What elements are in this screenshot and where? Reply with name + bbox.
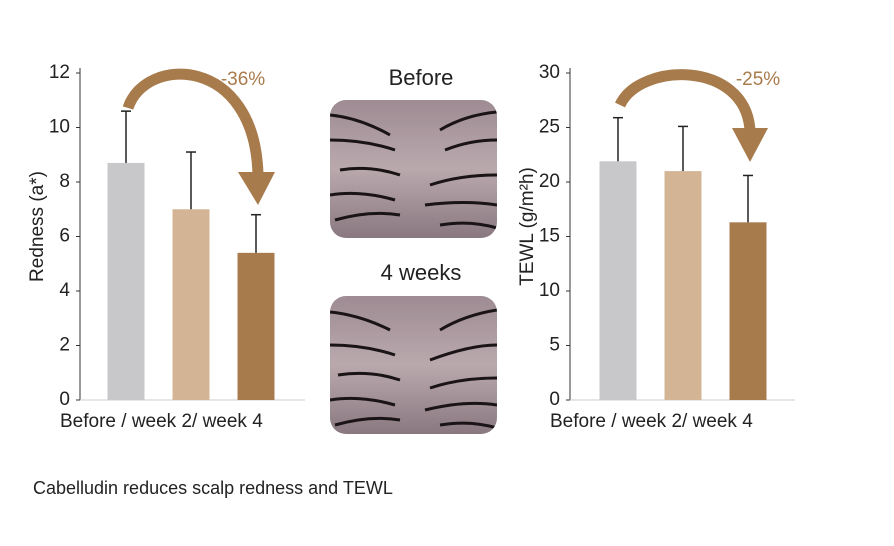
bar <box>107 162 145 400</box>
bar <box>172 209 210 400</box>
y-tick-label: 5 <box>549 335 560 356</box>
y-tick-label: 30 <box>539 62 560 83</box>
annotation: -25% <box>736 69 780 90</box>
y-tick-label: 6 <box>59 226 70 247</box>
bar <box>729 222 767 400</box>
arrow-head <box>732 128 768 162</box>
y-axis-label: TEWL (g/m²h) <box>517 167 538 286</box>
y-tick-label: 0 <box>59 389 70 410</box>
photo-label: Before <box>389 65 454 90</box>
x-axis-label: Before / week 2/ week 4 <box>60 411 263 432</box>
y-tick-label: 15 <box>539 226 560 247</box>
y-tick-label: 4 <box>59 280 70 301</box>
y-tick-label: 25 <box>539 117 560 138</box>
y-tick-label: 10 <box>539 280 560 301</box>
y-tick-label: 2 <box>59 335 70 356</box>
arrow <box>615 69 756 131</box>
y-tick-label: 8 <box>59 171 70 192</box>
y-tick-label: 12 <box>49 62 70 83</box>
photo-label: 4 weeks <box>381 260 462 285</box>
photo-before <box>330 100 497 238</box>
caption: Cabelludin reduces scalp redness and TEW… <box>33 478 393 498</box>
y-axis-label: Redness (a*) <box>27 171 48 282</box>
x-axis-label: Before / week 2/ week 4 <box>550 411 753 432</box>
annotation: -36% <box>221 69 265 90</box>
bar <box>664 171 702 400</box>
bar <box>237 252 275 400</box>
y-tick-label: 10 <box>49 117 70 138</box>
arrow <box>122 68 264 176</box>
photo-after <box>330 296 497 434</box>
arrow-head <box>238 172 275 205</box>
bar <box>599 161 637 400</box>
y-tick-label: 0 <box>549 389 560 410</box>
y-tick-label: 20 <box>539 171 560 192</box>
